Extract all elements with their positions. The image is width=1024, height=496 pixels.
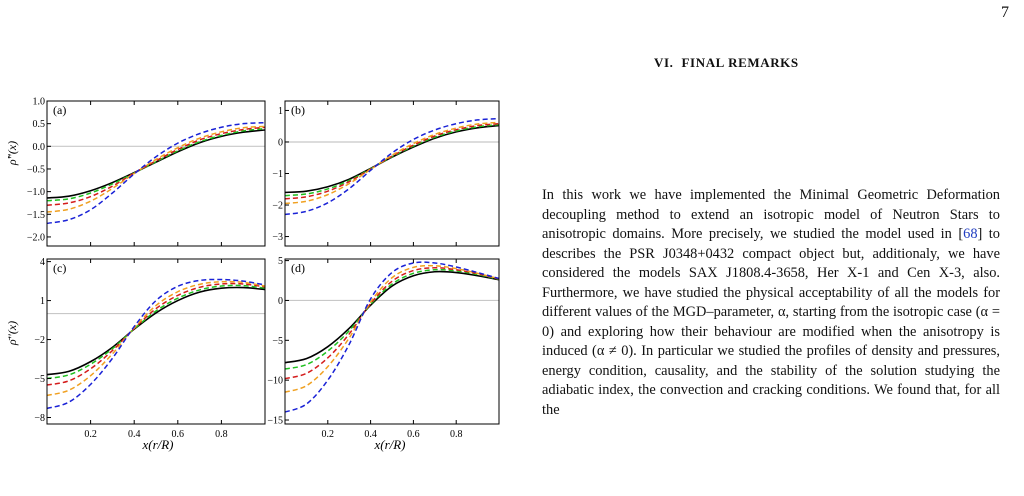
y-tick-label: 5: [278, 256, 283, 267]
series-line-black: [46, 286, 266, 376]
y-axis-label-top: ρ̃′′(x): [5, 141, 19, 166]
density-derivative-figure: ρ̃′′(x) ρ̄′′(x) x(r/R) x(r/R) (a) 1.0 0.5 0…: [5, 97, 500, 452]
y-tick-label: −5: [272, 336, 283, 347]
panel-a: (a) 1.0 0.5 0.0 −0.5 −1.0 −1.5 −2.0: [27, 97, 266, 247]
page-number: 7: [1001, 4, 1009, 21]
section-number: VI.: [654, 55, 674, 70]
panel-label: (a): [53, 103, 66, 117]
panel-frame: [284, 100, 500, 247]
y-tick-label: −2.0: [27, 232, 45, 243]
y-tick-label: 0.0: [33, 142, 46, 153]
series-line-green: [46, 284, 266, 380]
series-line-red: [46, 126, 266, 206]
series-line-orange: [284, 121, 500, 205]
panel-label: (c): [53, 261, 66, 275]
panel-d: (d) 5 0 −5 −10 −15 0.2 0.4 0.6 0.8: [267, 256, 500, 440]
series-line-blue: [46, 122, 266, 225]
y-tick-label: −2: [34, 335, 45, 346]
y-tick-label: −1: [272, 169, 283, 180]
y-tick-label: −1.5: [27, 210, 45, 221]
series-line-green: [46, 127, 266, 202]
x-tick-label: 0.2: [84, 429, 97, 440]
y-tick-label: 0: [278, 296, 283, 307]
y-tick-label: −2: [272, 201, 283, 212]
series-line-orange: [284, 264, 500, 393]
series-line-green: [284, 123, 500, 197]
y-tick-label: 4: [40, 257, 45, 268]
y-tick-label: −15: [267, 416, 283, 427]
panel-c: (c) 4 1 −2 −5 −8 0.2 0.4 0.6 0.8: [34, 257, 266, 440]
citation-link[interactable]: 68: [963, 226, 978, 242]
series-line-blue: [284, 117, 500, 216]
y-tick-label: −8: [34, 413, 45, 424]
series-line-black: [284, 270, 500, 364]
y-tick-label: −5: [34, 374, 45, 385]
panel-frame: [284, 258, 500, 425]
x-tick-label: 0.6: [407, 429, 420, 440]
panel-frame: [46, 258, 266, 425]
panel-b: (b) 1 0 −1 −2 −3: [272, 100, 500, 247]
panel-frame: [46, 100, 266, 247]
y-tick-label: 0: [278, 137, 283, 148]
panel-label: (d): [291, 261, 305, 275]
series-line-orange: [46, 280, 266, 397]
y-tick-label: −3: [272, 232, 283, 243]
x-tick-label: 0.8: [450, 429, 463, 440]
x-tick-label: 0.2: [322, 429, 335, 440]
x-axis-label-right: x(r/R): [373, 437, 405, 452]
series-line-orange: [46, 125, 266, 213]
y-tick-label: −10: [267, 376, 283, 387]
y-tick-label: 1: [278, 106, 283, 117]
series-line-black: [46, 129, 266, 199]
series-line-red: [284, 267, 500, 380]
y-tick-label: 1: [40, 296, 45, 307]
y-tick-label: −1.0: [27, 187, 45, 198]
text-segment: In this work we have implemented the Min…: [542, 187, 1000, 242]
y-tick-label: 0.5: [33, 119, 46, 130]
x-tick-label: 0.4: [128, 429, 141, 440]
series-line-red: [284, 122, 500, 200]
x-axis-label-left: x(r/R): [141, 437, 173, 452]
series-line-blue: [46, 278, 266, 410]
body-paragraph: In this work we have implemented the Min…: [542, 186, 1000, 496]
y-tick-label: −0.5: [27, 164, 45, 175]
x-tick-label: 0.4: [364, 429, 377, 440]
series-line-red: [46, 282, 266, 386]
series-line-green: [284, 268, 500, 370]
section-heading: VI. FINAL REMARKS: [654, 55, 807, 71]
series-line-black: [284, 124, 500, 194]
panel-label: (b): [291, 103, 305, 117]
text-segment: ] to describes the PSR J0348+0432 compac…: [542, 226, 1000, 418]
y-axis-label-bottom: ρ̄′′(x): [5, 321, 19, 346]
x-tick-label: 0.6: [172, 429, 185, 440]
y-tick-label: 1.0: [33, 97, 46, 108]
section-title: FINAL REMARKS: [681, 55, 799, 70]
x-tick-label: 0.8: [215, 429, 228, 440]
